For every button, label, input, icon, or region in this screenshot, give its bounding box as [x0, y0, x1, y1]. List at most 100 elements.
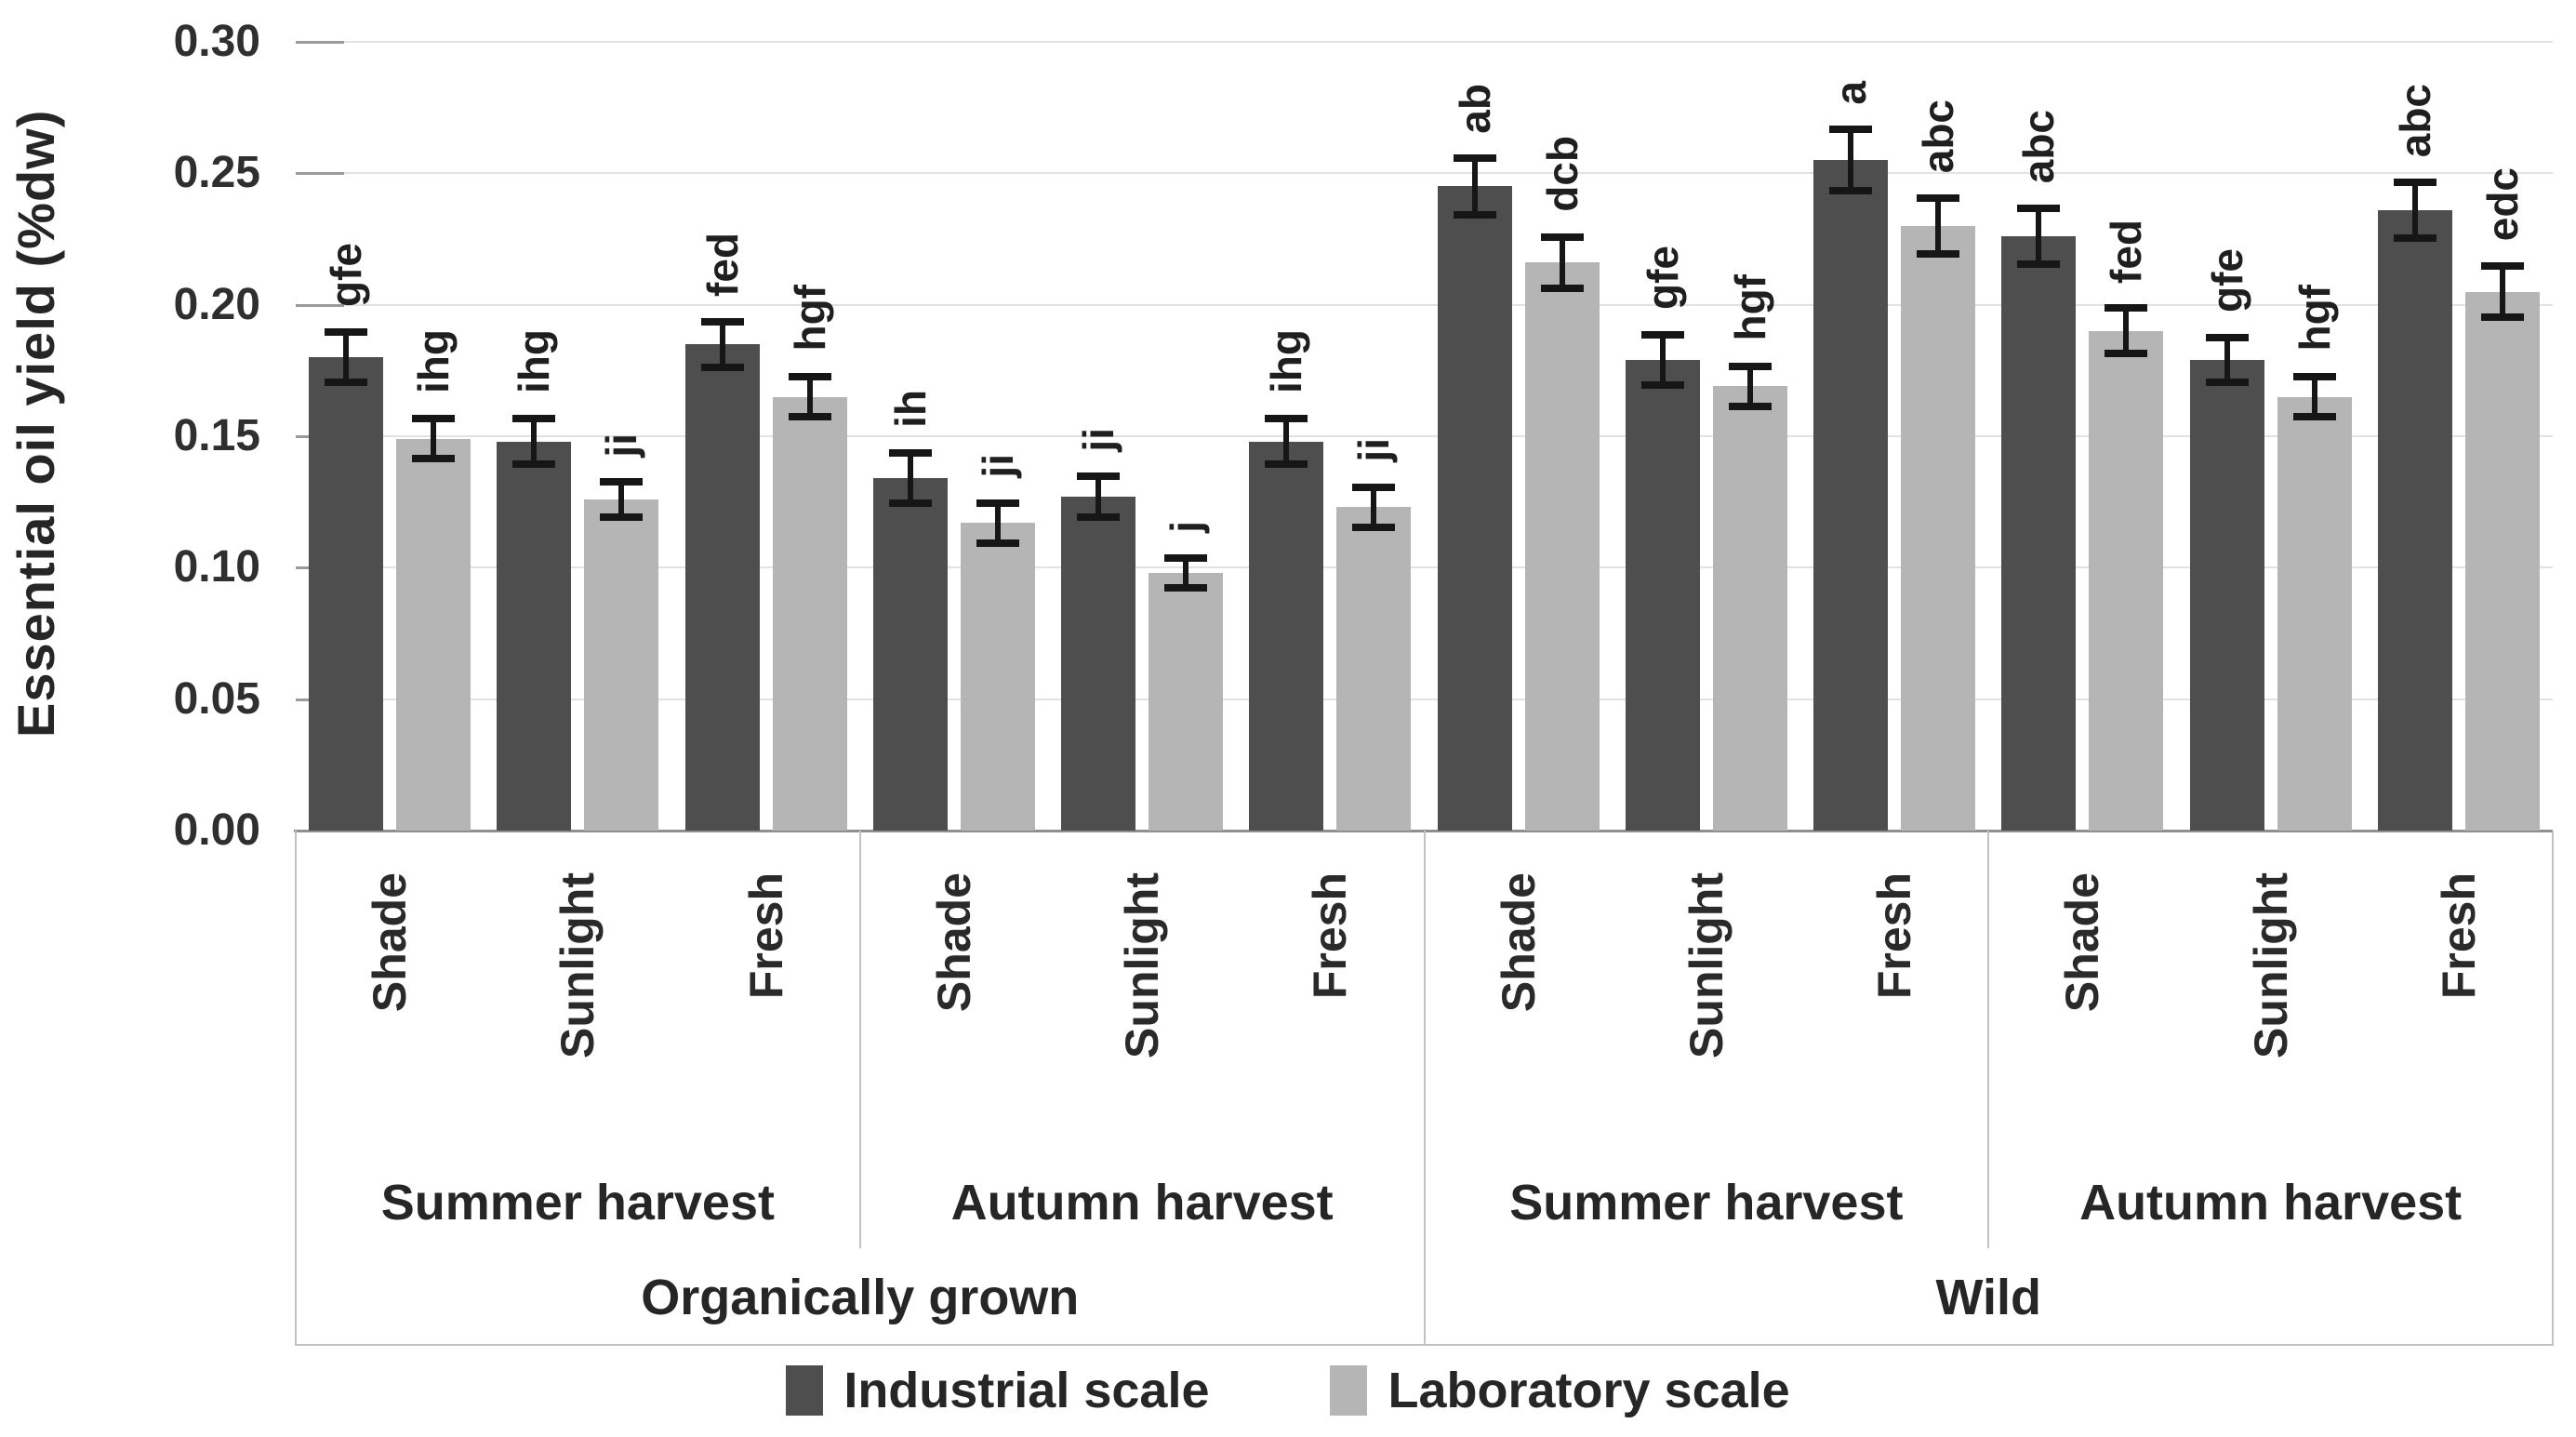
gridline: [296, 41, 2553, 43]
error-bar-line: [343, 330, 350, 384]
significance-letters: dcb: [1537, 136, 1587, 213]
band-border-right: [2552, 831, 2554, 1346]
significance-letters: gfe: [2202, 247, 2251, 313]
error-bar-cap-bottom: [325, 379, 368, 387]
category-label: Shade: [1492, 872, 1545, 1013]
harvest-group-label: Autumn harvest: [950, 1175, 1334, 1231]
legend-label: Laboratory scale: [1388, 1363, 1790, 1418]
bar-industrial: [1249, 441, 1324, 831]
band-border-left: [295, 831, 297, 1346]
error-bar-cap-top: [1728, 362, 1772, 370]
significance-letters: abc: [1914, 99, 1963, 173]
y-tick-label: 0.15: [173, 411, 260, 460]
category-label: Sunlight: [1680, 872, 1733, 1058]
significance-letters: ihg: [510, 329, 559, 394]
gridline: [296, 566, 2553, 569]
error-bar-cap-bottom: [512, 460, 556, 469]
error-bar-cap-top: [325, 327, 368, 336]
bar-laboratory: [1712, 386, 1787, 831]
category-label: Fresh: [739, 872, 792, 1000]
axis-tick: [296, 172, 344, 176]
error-bar-cap-top: [1352, 483, 1396, 491]
y-tick-label: 0.10: [173, 542, 260, 592]
error-bar-line: [719, 320, 725, 368]
significance-letters: ji: [597, 432, 646, 458]
bar-laboratory: [1336, 507, 1412, 831]
error-bar-cap-bottom: [2105, 350, 2148, 358]
error-bar-cap-bottom: [700, 363, 744, 371]
error-bar-cap-top: [700, 317, 744, 326]
error-bar-cap-top: [512, 415, 556, 423]
category-label: Sunlight: [1116, 872, 1169, 1058]
error-bar-cap-top: [600, 478, 644, 486]
band-divider-origin: [1423, 831, 1426, 1346]
significance-letters: ihg: [1262, 329, 1311, 394]
band-divider-harvest: [858, 831, 861, 1248]
significance-letters: hgf: [1725, 274, 1774, 341]
error-bar-cap-top: [1640, 330, 1684, 339]
error-bar-cap-bottom: [1265, 460, 1308, 469]
y-tick-label: 0.20: [173, 279, 260, 329]
error-bar-cap-bottom: [412, 455, 456, 463]
error-bar-line: [618, 481, 625, 518]
legend-item: Laboratory scale: [1330, 1362, 1790, 1419]
significance-letters: abc: [2014, 109, 2064, 184]
bar-industrial: [872, 478, 948, 831]
significance-letters: fed: [2102, 219, 2151, 284]
band-border-bottom: [295, 1344, 2554, 1346]
error-bar-cap-bottom: [600, 512, 644, 521]
error-bar-cap-top: [2205, 333, 2249, 341]
error-bar-cap-top: [1077, 472, 1121, 481]
error-bar-cap-bottom: [1540, 284, 1584, 292]
axis-tick: [296, 303, 344, 307]
error-bar-cap-top: [2105, 304, 2148, 313]
error-bar-cap-top: [976, 499, 1019, 507]
origin-group-label: Wild: [1935, 1270, 2041, 1325]
error-bar-cap-top: [1829, 126, 1873, 134]
gridline: [296, 172, 2553, 175]
harvest-group-label: Summer harvest: [1509, 1175, 1904, 1231]
category-label: Fresh: [1304, 872, 1357, 1000]
error-bar-cap-top: [1540, 233, 1584, 242]
error-bar-line: [1935, 196, 1942, 255]
bar-industrial: [684, 344, 760, 831]
significance-letters: edc: [2477, 167, 2527, 242]
gridline: [296, 303, 2553, 306]
error-bar-line: [1848, 128, 1854, 193]
category-label: Fresh: [2432, 872, 2485, 1000]
error-bar-line: [2224, 336, 2230, 384]
error-bar-line: [806, 375, 813, 419]
significance-letters: ji: [1074, 427, 1123, 452]
bar-laboratory: [1524, 262, 1600, 831]
bar-industrial: [1813, 160, 1889, 831]
error-bar-cap-top: [1917, 193, 1960, 202]
error-bar-cap-top: [412, 415, 456, 423]
error-bar-cap-bottom: [1640, 381, 1684, 390]
bar-industrial: [2001, 236, 2077, 831]
bar-laboratory: [584, 499, 659, 831]
error-bar-cap-top: [2393, 178, 2437, 186]
error-bar-cap-top: [1265, 415, 1308, 423]
error-bar-line: [907, 451, 913, 505]
y-tick-label: 0.00: [173, 805, 260, 855]
bar-laboratory: [772, 396, 847, 831]
error-bar-line: [1283, 418, 1290, 466]
error-bar-cap-bottom: [1352, 523, 1396, 531]
significance-letters: fed: [697, 232, 747, 297]
error-bar-line: [1659, 333, 1666, 387]
error-bar-cap-bottom: [2292, 413, 2336, 421]
y-tick-label: 0.30: [173, 17, 260, 66]
significance-letters: a: [1826, 80, 1876, 105]
significance-letters: ab: [1450, 83, 1499, 134]
error-bar-cap-bottom: [2393, 234, 2437, 242]
category-label: Sunlight: [2244, 872, 2297, 1058]
legend-swatch-icon: [1330, 1365, 1368, 1416]
bar-industrial: [2189, 360, 2264, 831]
error-bar-cap-top: [2017, 205, 2061, 213]
bar-industrial: [1625, 360, 1700, 831]
legend-swatch-icon: [786, 1365, 824, 1416]
error-bar-line: [994, 501, 1001, 544]
gridline: [296, 698, 2553, 700]
error-bar-cap-top: [2480, 262, 2524, 271]
